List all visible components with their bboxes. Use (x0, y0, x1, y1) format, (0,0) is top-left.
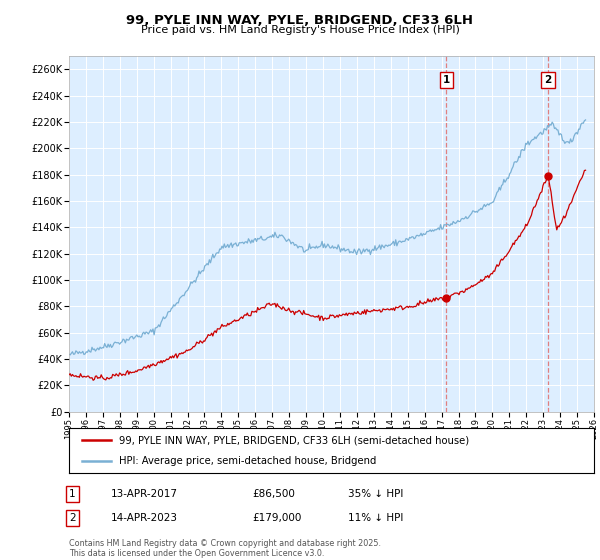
Text: 14-APR-2023: 14-APR-2023 (111, 513, 178, 523)
Text: 1: 1 (69, 489, 76, 499)
Text: £86,500: £86,500 (252, 489, 295, 499)
Text: 13-APR-2017: 13-APR-2017 (111, 489, 178, 499)
Text: 2: 2 (69, 513, 76, 523)
Text: 99, PYLE INN WAY, PYLE, BRIDGEND, CF33 6LH (semi-detached house): 99, PYLE INN WAY, PYLE, BRIDGEND, CF33 6… (119, 436, 469, 446)
Text: Price paid vs. HM Land Registry's House Price Index (HPI): Price paid vs. HM Land Registry's House … (140, 25, 460, 35)
Text: £179,000: £179,000 (252, 513, 301, 523)
Text: 99, PYLE INN WAY, PYLE, BRIDGEND, CF33 6LH: 99, PYLE INN WAY, PYLE, BRIDGEND, CF33 6… (127, 14, 473, 27)
Text: HPI: Average price, semi-detached house, Bridgend: HPI: Average price, semi-detached house,… (119, 456, 376, 466)
Text: 11% ↓ HPI: 11% ↓ HPI (348, 513, 403, 523)
Text: 35% ↓ HPI: 35% ↓ HPI (348, 489, 403, 499)
Text: 1: 1 (443, 74, 450, 85)
Text: 2: 2 (544, 74, 551, 85)
Text: Contains HM Land Registry data © Crown copyright and database right 2025.
This d: Contains HM Land Registry data © Crown c… (69, 539, 381, 558)
